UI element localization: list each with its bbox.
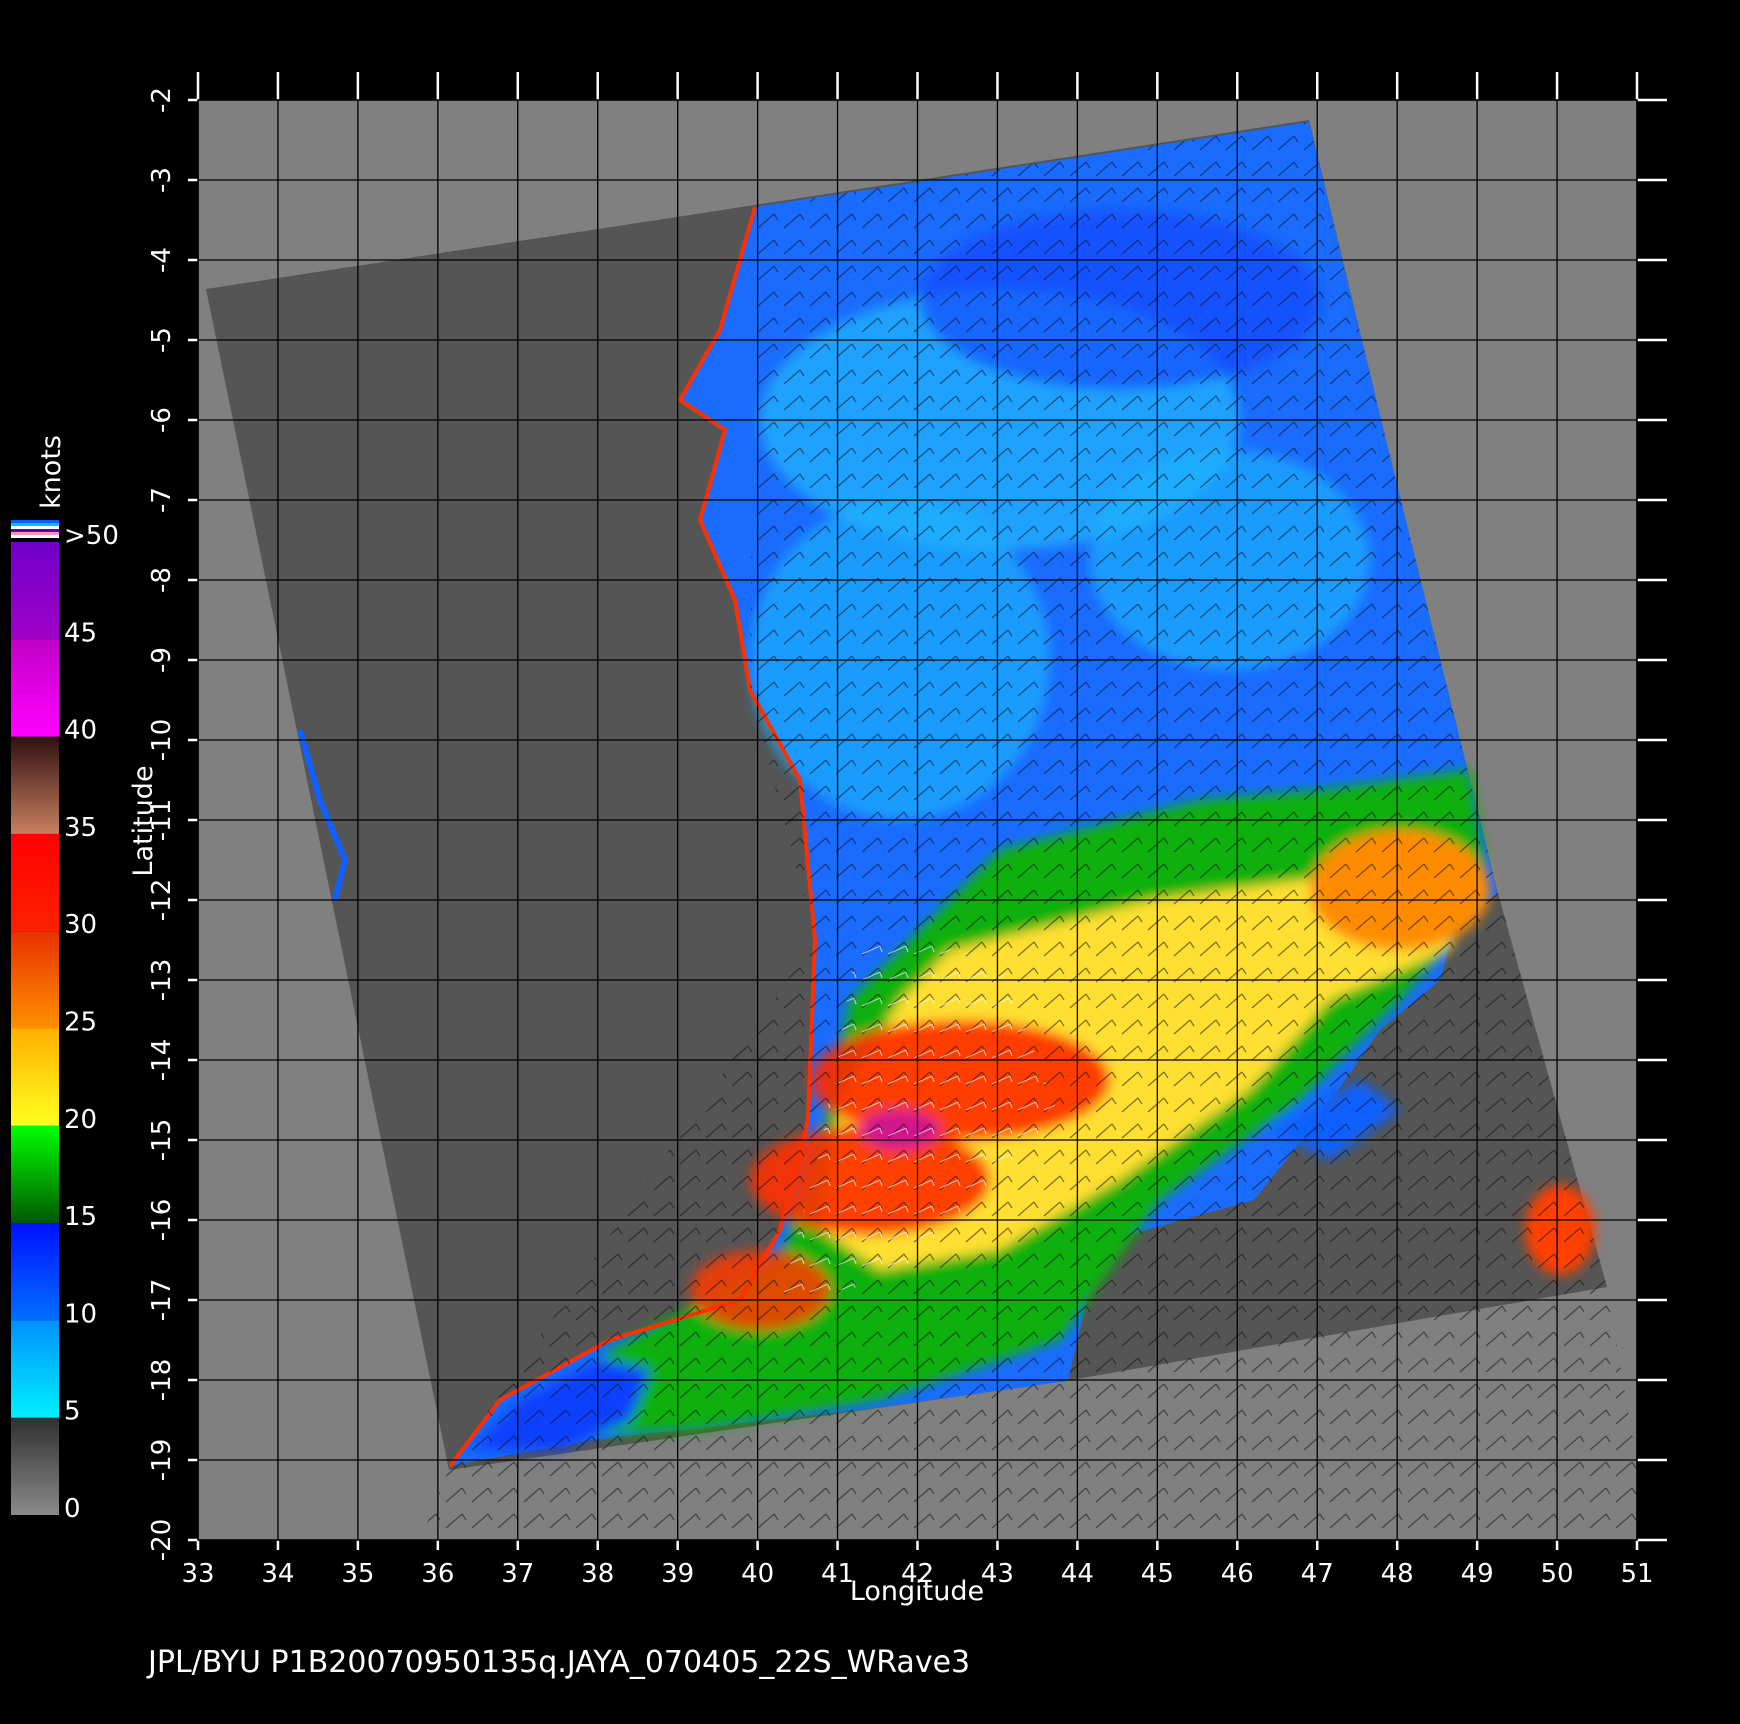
y-tick-label: -16 <box>147 1199 177 1241</box>
colorbar-tick-label: 30 <box>64 910 97 940</box>
wind-barbs-white <box>780 930 1060 1300</box>
axes: 33 34 35 36 37 38 39 40 41 42 43 44 45 46 47 48 49 50 51 -2… <box>147 72 1667 1589</box>
x-tick-label: 44 <box>1061 1559 1094 1589</box>
y-tick-label: -19 <box>147 1439 177 1481</box>
x-tick-label: 43 <box>981 1559 1014 1589</box>
colorbar-overflow <box>11 532 59 535</box>
y-tick-label: -8 <box>147 567 177 593</box>
y-tick-label: -3 <box>147 167 177 193</box>
colorbar-tick-label: 20 <box>64 1105 97 1135</box>
colorbar-band <box>11 542 59 640</box>
colorbar-overflow <box>11 520 59 523</box>
y-tick-label: -17 <box>147 1279 177 1321</box>
colorbar-band <box>11 833 59 932</box>
colorbar-tick-label: >50 <box>64 521 119 551</box>
x-tick-label: 34 <box>261 1559 294 1589</box>
colorbar-overflow <box>11 523 59 526</box>
x-tick-label: 49 <box>1461 1559 1494 1589</box>
colorbar: 0 5 10 15 20 25 30 35 40 45 >50 <box>11 520 119 1524</box>
colorbar-band <box>11 931 59 1029</box>
colorbar-tick-label: 35 <box>64 813 97 843</box>
colorbar-label: knots <box>36 435 67 509</box>
y-tick-label: -4 <box>147 247 177 273</box>
y-tick-label: -20 <box>147 1519 177 1561</box>
x-tick-label: 40 <box>741 1559 774 1589</box>
x-tick-label: 46 <box>1221 1559 1254 1589</box>
y-tick-label: -6 <box>147 407 177 433</box>
y-tick-label: -11 <box>147 799 177 841</box>
wind-barbs <box>420 122 1637 1540</box>
colorbar-band <box>11 1223 59 1321</box>
x-tick-label: 33 <box>181 1559 214 1589</box>
x-tick-label: 48 <box>1381 1559 1414 1589</box>
x-tick-label: 42 <box>901 1559 934 1589</box>
y-tick-label: -14 <box>147 1039 177 1081</box>
colorbar-band <box>11 1125 59 1224</box>
x-tick-label: 37 <box>501 1559 534 1589</box>
colorbar-tick-label: 15 <box>64 1202 97 1232</box>
y-tick-label: -15 <box>147 1119 177 1161</box>
colorbar-overflow <box>11 526 59 529</box>
x-tick-label: 36 <box>421 1559 454 1589</box>
colorbar-band <box>11 1320 59 1418</box>
x-tick-label: 35 <box>341 1559 374 1589</box>
colorbar-tick-label: 25 <box>64 1008 97 1038</box>
y-tick-label: -2 <box>147 87 177 113</box>
x-tick-label: 41 <box>821 1559 854 1589</box>
colorbar-overflow <box>11 535 59 538</box>
x-tick-label: 39 <box>661 1559 694 1589</box>
y-tick-label: -7 <box>147 487 177 513</box>
swath <box>206 120 1637 1540</box>
colorbar-tick-label: 5 <box>64 1397 81 1427</box>
y-tick-label: -9 <box>147 647 177 673</box>
y-tick-label: -13 <box>147 959 177 1001</box>
colorbar-tick-label: 10 <box>64 1299 97 1329</box>
y-tick-label: -10 <box>147 719 177 761</box>
colorbar-overflow <box>11 529 59 532</box>
x-tick-label: 51 <box>1620 1559 1653 1589</box>
y-tick-label: -18 <box>147 1359 177 1401</box>
island-coast <box>297 729 349 901</box>
colorbar-band <box>11 736 59 834</box>
colorbar-tick-label: 0 <box>64 1494 81 1524</box>
y-tick-label: -5 <box>147 327 177 353</box>
colorbar-band <box>11 639 59 737</box>
y-tick-label: -12 <box>147 879 177 921</box>
x-tick-label: 45 <box>1141 1559 1174 1589</box>
x-tick-label: 38 <box>581 1559 614 1589</box>
colorbar-band <box>11 1417 59 1515</box>
colorbar-tick-label: 40 <box>64 716 97 746</box>
x-tick-label: 47 <box>1301 1559 1334 1589</box>
y-axis-label: Latitude <box>128 765 159 876</box>
footer: JPL/BYU P1B20070950135q.JAYA_070405_22S_… <box>146 1645 970 1680</box>
x-tick-label: 50 <box>1541 1559 1574 1589</box>
plot-frame <box>197 99 1638 1541</box>
colorbar-tick-label: 45 <box>64 618 97 648</box>
colorbar-band <box>11 1028 59 1126</box>
x-axis-label: Longitude <box>850 1576 984 1607</box>
